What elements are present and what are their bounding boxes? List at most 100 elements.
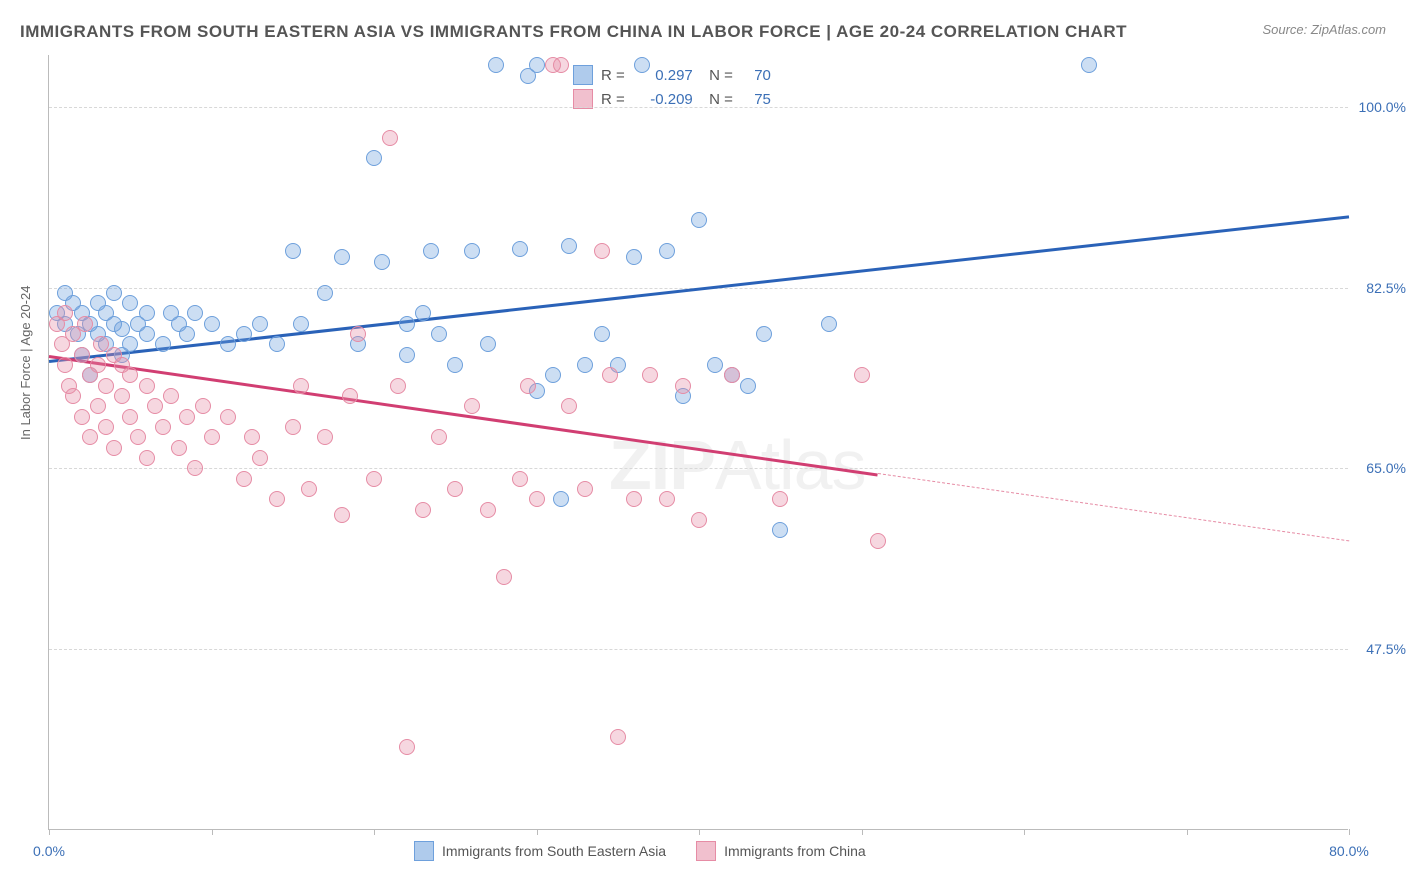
legend-row-series-a: R = 0.297 N = 70 [573, 63, 771, 87]
data-point [139, 450, 155, 466]
ytick-label: 65.0% [1366, 460, 1406, 476]
data-point [65, 295, 81, 311]
swatch-series-b [696, 841, 716, 861]
data-point [691, 512, 707, 528]
data-point [187, 305, 203, 321]
data-point [90, 398, 106, 414]
data-point [65, 388, 81, 404]
data-point [285, 419, 301, 435]
ytick-label: 47.5% [1366, 641, 1406, 657]
swatch-series-a [414, 841, 434, 861]
data-point [724, 367, 740, 383]
data-point [57, 316, 73, 332]
data-point [496, 569, 512, 585]
data-point [366, 471, 382, 487]
data-point [98, 419, 114, 435]
data-point [756, 326, 772, 342]
data-point [269, 336, 285, 352]
source-label: Source: ZipAtlas.com [1262, 22, 1386, 37]
gridline [49, 649, 1348, 650]
data-point [82, 316, 98, 332]
data-point [334, 507, 350, 523]
data-point [317, 429, 333, 445]
data-point [57, 305, 73, 321]
data-point [98, 378, 114, 394]
data-point [147, 398, 163, 414]
data-point [114, 321, 130, 337]
data-point [431, 326, 447, 342]
data-point [163, 388, 179, 404]
data-point [171, 440, 187, 456]
data-point [561, 398, 577, 414]
data-point [399, 316, 415, 332]
data-point [82, 367, 98, 383]
xtick-mark [49, 829, 50, 835]
data-point [545, 57, 561, 73]
data-point [342, 388, 358, 404]
y-axis-label: In Labor Force | Age 20-24 [18, 286, 33, 440]
data-point [447, 357, 463, 373]
data-point [545, 367, 561, 383]
data-point [415, 502, 431, 518]
data-point [204, 316, 220, 332]
data-point [553, 491, 569, 507]
legend-correlation: R = 0.297 N = 70 R = -0.209 N = 75 [569, 61, 775, 113]
data-point [195, 398, 211, 414]
gridline [49, 107, 1348, 108]
swatch-series-a [573, 65, 593, 85]
data-point [480, 502, 496, 518]
data-point [122, 409, 138, 425]
legend-r-label: R = [601, 91, 625, 108]
data-point [870, 533, 886, 549]
data-point [139, 326, 155, 342]
data-point [480, 336, 496, 352]
legend-n-value-b: 75 [741, 91, 771, 108]
data-point [155, 419, 171, 435]
data-point [70, 326, 86, 342]
data-point [374, 254, 390, 270]
data-point [98, 336, 114, 352]
xtick-mark [1024, 829, 1025, 835]
data-point [399, 347, 415, 363]
data-point [179, 409, 195, 425]
data-point [236, 471, 252, 487]
data-point [90, 326, 106, 342]
legend-n-label: N = [701, 67, 733, 84]
data-point [431, 429, 447, 445]
watermark-atlas: Atlas [715, 426, 866, 504]
legend-r-value-a: 0.297 [633, 67, 693, 84]
gridline [49, 468, 1348, 469]
data-point [520, 68, 536, 84]
legend-n-value-a: 70 [741, 67, 771, 84]
data-point [61, 378, 77, 394]
data-point [122, 295, 138, 311]
data-point [772, 522, 788, 538]
ytick-label: 100.0% [1359, 99, 1406, 115]
data-point [602, 367, 618, 383]
data-point [447, 481, 463, 497]
data-point [772, 491, 788, 507]
data-point [691, 212, 707, 228]
xtick-mark [374, 829, 375, 835]
data-point [561, 238, 577, 254]
ytick-label: 82.5% [1366, 280, 1406, 296]
data-point [707, 357, 723, 373]
data-point [659, 491, 675, 507]
data-point [553, 57, 569, 73]
data-point [139, 305, 155, 321]
data-point [130, 429, 146, 445]
plot-area: ZIPAtlas R = 0.297 N = 70 R = -0.209 N =… [48, 55, 1348, 830]
data-point [366, 150, 382, 166]
legend-item-series-a: Immigrants from South Eastern Asia [414, 841, 666, 861]
legend-item-series-b: Immigrants from China [696, 841, 866, 861]
data-point [675, 378, 691, 394]
legend-n-label: N = [701, 91, 733, 108]
data-point [610, 357, 626, 373]
xtick-mark [699, 829, 700, 835]
data-point [350, 336, 366, 352]
xtick-mark [537, 829, 538, 835]
watermark: ZIPAtlas [609, 425, 866, 505]
data-point [301, 481, 317, 497]
data-point [626, 491, 642, 507]
data-point [464, 398, 480, 414]
